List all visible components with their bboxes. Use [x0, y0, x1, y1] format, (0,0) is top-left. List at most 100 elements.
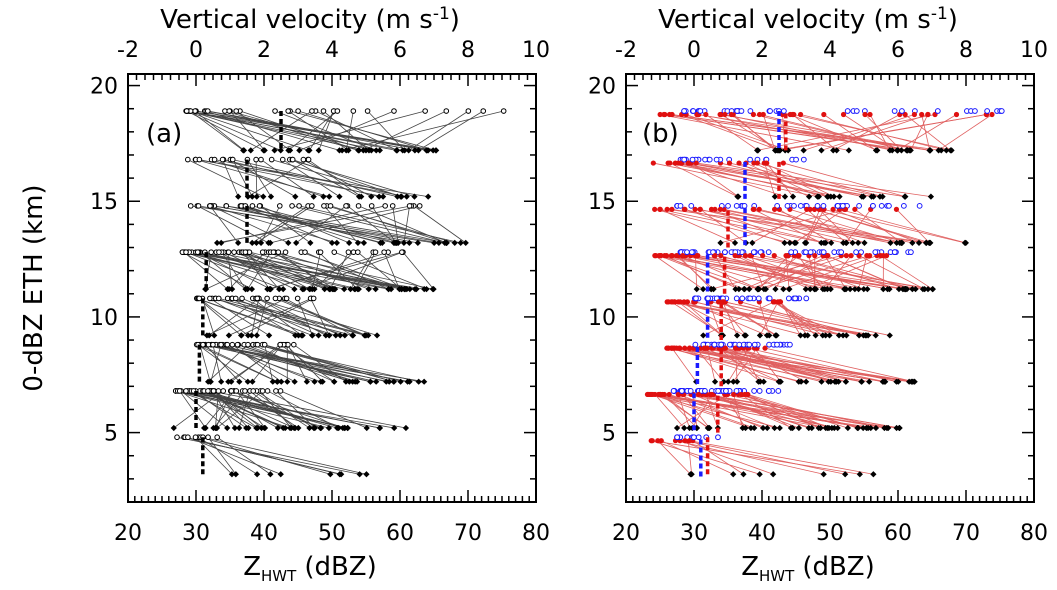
- link-line: [690, 394, 889, 429]
- link-line: [367, 110, 405, 151]
- link-line: [358, 205, 447, 244]
- link-line: [775, 114, 987, 151]
- velocity-point: [174, 434, 180, 441]
- link-line: [403, 205, 410, 243]
- link-line: [198, 298, 242, 336]
- y-tick-label: 10: [588, 306, 616, 331]
- reflectivity-point: [700, 286, 707, 293]
- plot-frame-b: [625, 73, 1035, 503]
- velocity-point-blue: [695, 434, 702, 441]
- link-line: [858, 255, 925, 290]
- link-line: [662, 394, 709, 429]
- link-line: [268, 251, 369, 290]
- velocity-point-red: [666, 391, 672, 398]
- link-line: [274, 251, 406, 290]
- link-line: [264, 344, 274, 382]
- velocity-point-red: [770, 299, 776, 305]
- velocity-point-red: [682, 206, 688, 212]
- velocity-point: [242, 249, 249, 255]
- reflectivity-point: [280, 286, 287, 293]
- velocity-point: [283, 295, 290, 302]
- reflectivity-point: [927, 193, 935, 200]
- link-line: [185, 436, 340, 475]
- velocity-point-red: [661, 111, 667, 118]
- reflectivity-point: [754, 147, 762, 154]
- velocity-point-red: [728, 111, 735, 118]
- link-line: [357, 251, 402, 290]
- velocity-point: [176, 388, 183, 394]
- link-line: [209, 205, 239, 244]
- x2-tick-label: 0: [687, 38, 701, 63]
- x-tick-label: 30: [680, 521, 708, 546]
- reflectivity-point: [403, 193, 410, 200]
- velocity-point: [229, 156, 236, 163]
- velocity-point-red: [648, 438, 654, 444]
- link-line: [676, 347, 799, 383]
- link-line: [735, 348, 738, 382]
- reflectivity-point: [842, 471, 849, 478]
- velocity-point-blue: [784, 202, 791, 209]
- link-line: [217, 205, 412, 244]
- link-line: [788, 255, 900, 290]
- reflectivity-point: [342, 378, 350, 385]
- velocity-point-red: [703, 111, 709, 118]
- velocity-point-blue: [785, 295, 792, 302]
- link-line: [667, 208, 927, 244]
- velocity-point-blue: [733, 202, 740, 209]
- link-line: [216, 436, 271, 475]
- link-line: [262, 344, 394, 383]
- reflectivity-point: [861, 239, 868, 246]
- link-line: [342, 110, 504, 151]
- velocity-point: [272, 295, 279, 302]
- link-line: [354, 251, 376, 290]
- top-tick-labels-a: -2 0 2 4 6 8 10: [117, 38, 550, 63]
- velocity-point-red: [732, 253, 738, 259]
- link-line: [738, 394, 848, 429]
- velocity-point-blue: [878, 202, 885, 209]
- link-line: [775, 255, 795, 290]
- link-line: [273, 251, 336, 290]
- reflectivity-point: [235, 193, 242, 200]
- link-line: [814, 208, 927, 244]
- link-line: [660, 208, 736, 244]
- velocity-point-blue: [793, 156, 799, 163]
- velocity-point: [216, 249, 222, 255]
- velocity-point-blue: [678, 388, 685, 394]
- velocity-point-blue: [741, 202, 748, 209]
- link-line: [383, 251, 400, 290]
- velocity-point: [295, 108, 301, 114]
- velocity-point: [207, 295, 213, 302]
- velocity-point-blue: [765, 249, 772, 256]
- velocity-point-blue: [747, 295, 754, 302]
- velocity-point: [500, 108, 507, 114]
- x2-tick-label: 8: [461, 38, 475, 63]
- link-line: [173, 390, 224, 429]
- velocity-point-blue: [747, 108, 754, 114]
- velocity-point-blue: [702, 388, 708, 394]
- link-line: [260, 159, 314, 197]
- reflectivity-point: [390, 378, 397, 385]
- reflectivity-point: [336, 193, 343, 200]
- reflectivity-point: [307, 239, 314, 246]
- link-line: [392, 205, 399, 243]
- velocity-point: [242, 388, 248, 394]
- reflectivity-point: [815, 424, 822, 432]
- velocity-point-red: [796, 253, 802, 259]
- link-line: [208, 298, 260, 336]
- reflectivity-point: [425, 193, 432, 200]
- velocity-point: [232, 295, 239, 302]
- link-line: [708, 301, 722, 336]
- link-line: [751, 255, 765, 290]
- link-line: [896, 114, 957, 151]
- velocity-point-red: [925, 111, 931, 118]
- link-line: [671, 347, 697, 382]
- velocity-point-blue: [689, 156, 696, 163]
- reflectivity-point: [278, 378, 285, 385]
- y-tick-label: 5: [104, 422, 118, 447]
- velocity-point: [183, 108, 190, 114]
- reflectivity-point: [346, 239, 353, 246]
- velocity-point-blue: [791, 202, 797, 209]
- velocity-point-red: [893, 206, 900, 212]
- velocity-point: [422, 108, 428, 114]
